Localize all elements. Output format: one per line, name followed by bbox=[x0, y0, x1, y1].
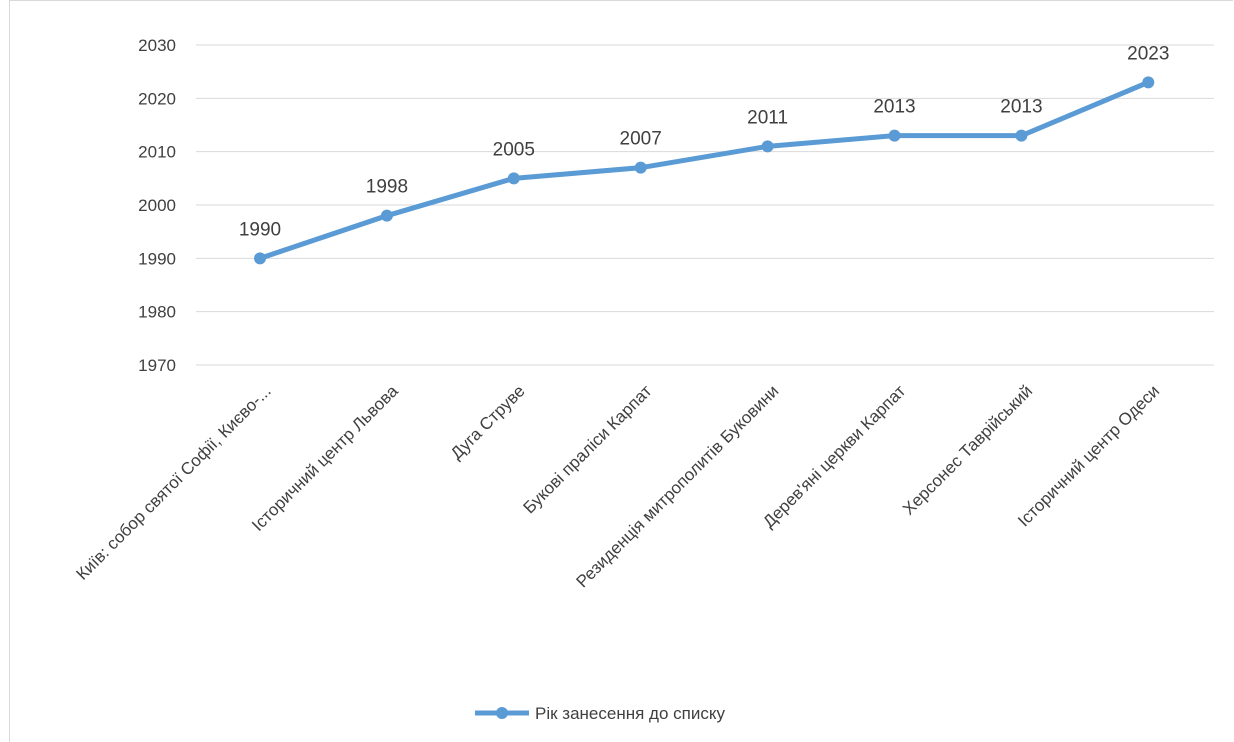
x-category-label: Херсонес Таврійський bbox=[899, 381, 1036, 518]
y-tick-label: 1990 bbox=[138, 249, 176, 268]
data-label: 2023 bbox=[1127, 43, 1169, 64]
data-label: 2013 bbox=[1000, 97, 1042, 118]
x-category-label: Букові праліси Карпат bbox=[520, 381, 656, 517]
data-label: 1990 bbox=[239, 219, 281, 240]
data-point bbox=[1142, 76, 1155, 89]
legend-point-marker bbox=[496, 707, 508, 719]
y-tick-label: 2020 bbox=[138, 89, 176, 108]
x-category-label: Дерев'яні церкви Карпат bbox=[759, 381, 909, 531]
data-point bbox=[1015, 129, 1028, 142]
data-point bbox=[888, 129, 901, 142]
legend: Рік занесення до списку bbox=[475, 704, 725, 723]
data-label: 2005 bbox=[493, 139, 535, 160]
x-axis-category-labels: Київ: собор святої Софії, Києво-...Істор… bbox=[73, 381, 1164, 591]
data-label: 2007 bbox=[620, 129, 662, 150]
y-tick-label: 1970 bbox=[138, 356, 176, 375]
data-point bbox=[254, 252, 266, 265]
data-label: 1998 bbox=[366, 177, 408, 198]
x-category-label: Київ: собор святої Софії, Києво-... bbox=[73, 381, 275, 583]
data-point bbox=[507, 172, 520, 185]
y-tick-label: 2000 bbox=[138, 196, 176, 215]
y-tick-label: 2010 bbox=[138, 143, 176, 162]
chart-area bbox=[9, 0, 1233, 742]
x-category-label: Історичний центр Львова bbox=[248, 381, 402, 535]
series-rik-zanesennia bbox=[254, 76, 1155, 265]
y-tick-label: 2030 bbox=[138, 36, 176, 55]
legend-label: Рік занесення до списку bbox=[535, 704, 725, 723]
x-category-label: Дуга Струве bbox=[447, 381, 529, 463]
data-point bbox=[380, 209, 393, 222]
gridlines bbox=[196, 44, 1214, 366]
data-point bbox=[761, 140, 774, 153]
y-axis-tick-labels: 1970 1980 1990 2000 2010 2020 2030 bbox=[138, 36, 176, 375]
x-category-label: Історичний центр Одеси bbox=[1014, 381, 1163, 530]
data-point bbox=[634, 161, 647, 174]
x-category-label: Резиденція митрополитів Буковини bbox=[573, 381, 783, 591]
series-line bbox=[257, 79, 1151, 261]
data-label: 2011 bbox=[747, 107, 788, 128]
data-label: 2013 bbox=[873, 97, 915, 118]
y-tick-label: 1980 bbox=[138, 303, 176, 322]
data-labels: 1990 1998 2005 2007 2011 2013 2013 2023 bbox=[239, 43, 1170, 240]
